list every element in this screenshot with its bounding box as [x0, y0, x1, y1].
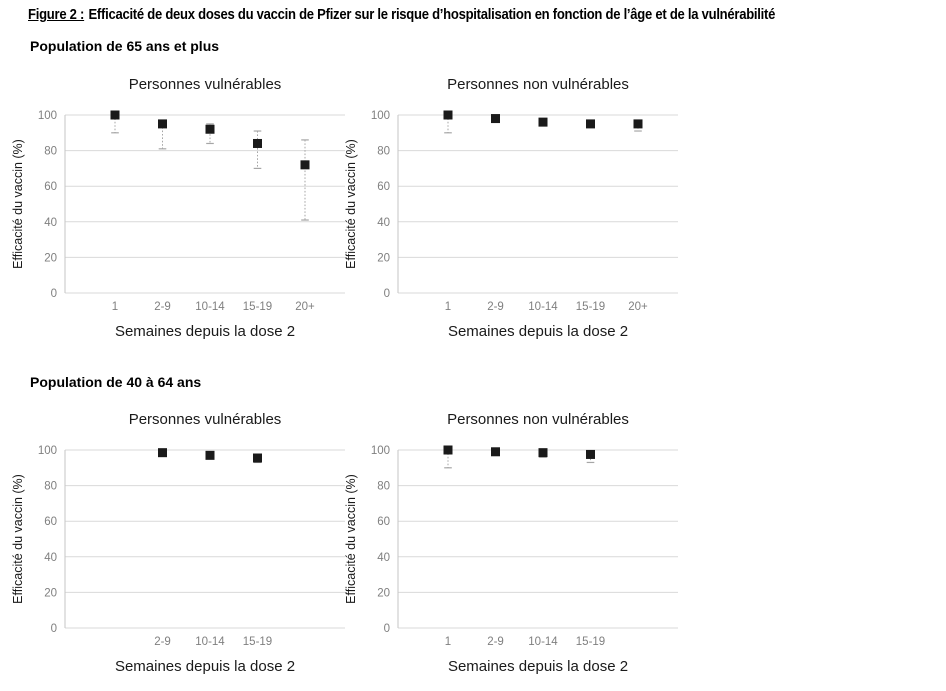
data-point-marker	[538, 117, 548, 127]
x-axis-tick-label: 1	[445, 636, 451, 648]
chart-canvas: 0 20 40 60 80 100 Efficacité du vaccin (%) 1 2-9…	[11, 110, 345, 313]
x-axis-tick-label: 15-19	[576, 636, 605, 648]
x-axis-tick-label: 2-9	[487, 636, 504, 648]
y-axis-tick-label: 80	[377, 146, 390, 158]
y-axis-tick-label: 80	[377, 481, 390, 493]
chart-65plus-non-vulnerables: Personnes non vulnérables 0 20 40 60 80 100 Ef…	[341, 70, 681, 355]
y-axis-tick-label: 40	[377, 217, 390, 229]
y-axis-tick-label: 60	[377, 181, 390, 193]
chart-plot: 0 20 40 60 80 100 Efficacité du vaccin (%) 1 2-9…	[341, 439, 681, 654]
x-axis-tick-label: 10-14	[528, 301, 558, 313]
x-axis-tick-label: 10-14	[195, 636, 225, 648]
data-point-marker	[300, 160, 310, 170]
section-heading-65-plus: Population de 65 ans et plus	[30, 38, 220, 54]
y-axis-tick-label: 20	[377, 587, 390, 599]
y-axis-title: Efficacité du vaccin (%)	[344, 139, 358, 269]
data-point-marker	[205, 124, 215, 134]
chart-plot: 0 20 40 60 80 100 Efficacité du vaccin (%) 1 2-9…	[341, 104, 681, 319]
data-point-marker	[633, 119, 643, 129]
chart-title: Personnes vulnérables	[128, 76, 282, 93]
data-point-marker	[586, 449, 595, 459]
data-point-marker	[205, 450, 215, 460]
y-axis-tick-label: 40	[377, 552, 390, 564]
charts-row-bottom: Personnes vulnérables 0 20 40 60 80 100 Effica…	[8, 405, 938, 690]
y-axis-tick-label: 60	[44, 516, 57, 528]
chart-canvas: 0 20 40 60 80 100 Efficacité du vaccin (%) 1 2-9…	[344, 445, 678, 648]
y-axis-tick-label: 0	[51, 623, 57, 635]
chart-40-64-non-vulnerables: Personnes non vulnérables 0 20 40 60 80 100 Ef…	[341, 405, 681, 690]
figure-title: Figure 2 : Efficacité de deux doses du va…	[28, 6, 775, 23]
data-point-marker	[491, 114, 500, 124]
y-axis-tick-label: 60	[377, 516, 390, 528]
y-axis-tick-label: 80	[44, 481, 57, 493]
y-axis-tick-label: 60	[44, 181, 57, 193]
y-axis-tick-label: 20	[377, 252, 390, 264]
figure-label: Figure 2 :	[28, 6, 85, 23]
x-axis-tick-label: 2-9	[154, 636, 171, 648]
x-axis-tick-label: 15-19	[243, 301, 272, 313]
data-point-marker	[443, 110, 453, 120]
chart-plot: 0 20 40 60 80 100 Efficacité du vaccin (%) 2-9 1…	[8, 439, 348, 654]
data-point-marker	[538, 448, 548, 458]
x-axis-tick-label: 15-19	[576, 301, 605, 313]
y-axis-tick-label: 100	[371, 445, 390, 457]
x-axis-tick-label: 2-9	[154, 301, 171, 313]
data-point-marker	[158, 119, 167, 129]
data-point-marker	[158, 448, 167, 458]
x-axis-tick-label: 10-14	[528, 636, 558, 648]
chart-title: Personnes non vulnérables	[447, 76, 629, 93]
y-axis-tick-label: 0	[384, 623, 390, 635]
y-axis-title: Efficacité du vaccin (%)	[344, 474, 358, 604]
chart-plot: 0 20 40 60 80 100 Efficacité du vaccin (%) 1 2-9…	[8, 104, 348, 319]
y-axis-tick-label: 80	[44, 146, 57, 158]
chart-title: Personnes non vulnérables	[447, 411, 629, 428]
x-axis-tick-label: 10-14	[195, 301, 225, 313]
data-point-marker	[110, 110, 120, 120]
data-point-marker	[586, 119, 595, 129]
x-axis-tick-label: 20+	[628, 301, 648, 313]
chart-canvas: 0 20 40 60 80 100 Efficacité du vaccin (%) 2-9 1…	[11, 445, 345, 648]
y-axis-title: Efficacité du vaccin (%)	[11, 139, 25, 269]
chart-40-64-vulnerables: Personnes vulnérables 0 20 40 60 80 100 Effica…	[8, 405, 348, 690]
data-point-marker	[253, 138, 262, 148]
x-axis-tick-label: 15-19	[243, 636, 272, 648]
y-axis-tick-label: 0	[51, 288, 57, 300]
y-axis-tick-label: 0	[384, 288, 390, 300]
x-axis-tick-label: 1	[112, 301, 118, 313]
x-axis-tick-label: 2-9	[487, 301, 504, 313]
y-axis-tick-label: 20	[44, 587, 57, 599]
x-axis-tick-label: 20+	[295, 301, 315, 313]
x-axis-title: Semaines depuis la dose 2	[447, 658, 629, 675]
y-axis-tick-label: 40	[44, 552, 57, 564]
y-axis-tick-label: 100	[38, 445, 57, 457]
chart-title: Personnes vulnérables	[128, 411, 282, 428]
chart-canvas: 0 20 40 60 80 100 Efficacité du vaccin (%) 1 2-9…	[344, 110, 678, 313]
y-axis-tick-label: 20	[44, 252, 57, 264]
y-axis-tick-label: 100	[371, 110, 390, 122]
data-point-marker	[253, 453, 262, 463]
x-axis-tick-label: 1	[445, 301, 451, 313]
charts-row-top: Personnes vulnérables 0 20 40 60 80 100 Effica…	[8, 70, 938, 355]
section-heading-40-64: Population de 40 à 64 ans	[30, 374, 202, 390]
y-axis-tick-label: 100	[38, 110, 57, 122]
x-axis-title: Semaines depuis la dose 2	[447, 323, 629, 340]
data-point-marker	[443, 445, 453, 455]
figure-title-text: Efficacité de deux doses du vaccin de Pf…	[88, 6, 776, 23]
x-axis-title: Semaines depuis la dose 2	[114, 658, 296, 675]
chart-65plus-vulnerables: Personnes vulnérables 0 20 40 60 80 100 Effica…	[8, 70, 348, 355]
x-axis-title: Semaines depuis la dose 2	[114, 323, 296, 340]
y-axis-tick-label: 40	[44, 217, 57, 229]
y-axis-title: Efficacité du vaccin (%)	[11, 474, 25, 604]
data-point-marker	[491, 447, 500, 457]
